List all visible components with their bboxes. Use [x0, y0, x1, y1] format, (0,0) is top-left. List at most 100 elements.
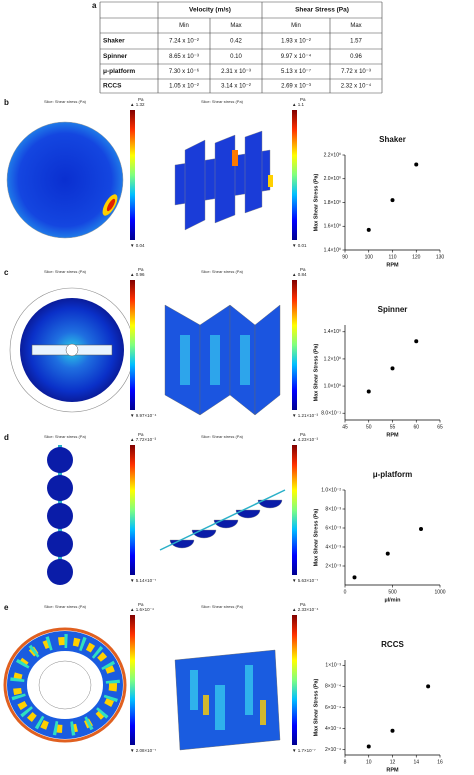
table-cell: 2.32 x 10⁻⁴ — [341, 83, 372, 90]
table-row-label: Spinner — [103, 53, 128, 60]
colorbar-min: ▼ 9.97×10⁻⁴ — [130, 413, 156, 418]
y-axis-label: Max Shear Stress (Pa) — [313, 343, 319, 401]
y-tick-label: 1.0×10⁰ — [324, 383, 341, 389]
x-tick-label: 0 — [344, 589, 347, 595]
y-tick-label: 8.0×10⁻¹ — [321, 411, 341, 417]
y-tick-label: 8×10⁻⁴ — [325, 684, 341, 690]
data-point — [366, 227, 371, 232]
data-point — [414, 339, 419, 344]
data-point — [385, 551, 390, 556]
table-cell: 0.42 — [230, 39, 242, 45]
slice-title: Slice: Shear stress (Pa) — [44, 269, 87, 274]
x-tick-label: 130 — [436, 254, 445, 260]
table-row-label: μ-platform — [103, 68, 135, 75]
y-tick-label: 8×10⁻³ — [325, 506, 341, 512]
colorbar-unit: Pa — [138, 267, 144, 272]
slice-title: Slice: Shear stress (Pa) — [201, 99, 244, 104]
panel-label: a — [92, 1, 97, 10]
slice-title: Slice: Shear stress (Pa) — [44, 434, 87, 439]
table-row-label: Shaker — [103, 38, 125, 45]
table-cell: 8.65 x 10⁻³ — [169, 54, 199, 60]
y-tick-label: 1×10⁻³ — [325, 663, 341, 669]
chart-title: Shaker — [379, 135, 406, 144]
y-tick-label: 1.4×10⁰ — [324, 247, 341, 253]
y-tick-label: 1.6×10⁰ — [324, 224, 341, 230]
colorbar-max: ▲ 0.84 — [292, 272, 307, 277]
y-tick-label: 1.8×10⁰ — [324, 200, 341, 206]
table-subheader: Max — [350, 23, 361, 29]
colorbar-unit: Pa — [300, 602, 306, 607]
x-axis-label: µl/min — [384, 597, 401, 603]
colorbar-max: ▲ 2.33×10⁻⁴ — [292, 607, 318, 612]
x-tick-label: 14 — [413, 759, 419, 765]
colorbar-min: ▼ 2.08×10⁻⁷ — [130, 748, 156, 753]
table-cell: 0.96 — [350, 54, 362, 60]
colorbar-min: ▼ 0.01 — [292, 243, 307, 248]
x-tick-label: 45 — [342, 424, 348, 430]
table-subheader: Min — [179, 23, 189, 29]
table-cell: 1.57 — [350, 39, 362, 45]
y-tick-label: 6×10⁻⁴ — [325, 705, 341, 711]
y-tick-label: 1.0×10⁻² — [321, 487, 341, 493]
chart-title: Spinner — [378, 305, 408, 314]
x-tick-label: 10 — [366, 759, 372, 765]
table-header: Velocity (m/s) — [189, 7, 231, 14]
x-tick-label: 55 — [390, 424, 396, 430]
x-tick-label: 65 — [437, 424, 443, 430]
colorbar-unit: Pa — [138, 432, 144, 437]
colorbar-unit: Pa — [138, 602, 144, 607]
table-header: Shear Stress (Pa) — [295, 7, 349, 14]
colorbar-max: ▲ 1.6×10⁻⁴ — [130, 607, 154, 612]
sim-images-d — [47, 445, 297, 585]
x-tick-label: 500 — [388, 589, 397, 595]
x-axis-label: RPM — [386, 262, 399, 268]
x-tick-label: 110 — [389, 254, 397, 260]
panel-label: b — [4, 98, 9, 107]
colorbar-unit: Pa — [138, 97, 144, 102]
y-tick-label: 4×10⁻⁴ — [325, 726, 341, 732]
data-point — [390, 366, 395, 371]
x-tick-label: 60 — [413, 424, 419, 430]
table-cell: 3.14 x 10⁻² — [221, 84, 251, 90]
sim-images-b — [6, 110, 297, 240]
sim-images-c — [9, 280, 297, 416]
x-axis-label: RPM — [386, 432, 399, 438]
y-tick-label: 4×10⁻³ — [325, 544, 341, 550]
x-tick-label: 12 — [390, 759, 396, 765]
colorbar-max: ▲ 1.32 — [130, 102, 145, 107]
colorbar-unit: Pa — [300, 97, 306, 102]
colorbar-min: ▼ 1.21×10⁻³ — [292, 413, 318, 418]
colorbar-max: ▲ 1.1 — [292, 102, 304, 107]
y-axis-label: Max Shear Stress (Pa) — [313, 173, 319, 231]
table-cell: 1.05 x 10⁻² — [169, 84, 199, 90]
table-cell: 7.30 x 10⁻⁶ — [169, 68, 200, 75]
colorbar-min: ▼ 0.04 — [130, 243, 145, 248]
x-tick-label: 120 — [412, 254, 421, 260]
sim-images-e — [3, 615, 297, 751]
colorbar-min: ▼ 1.7×10⁻⁷ — [292, 748, 316, 753]
x-tick-label: 16 — [437, 759, 443, 765]
y-axis-label: Max Shear Stress (Pa) — [313, 678, 319, 736]
colorbar-unit: Pa — [300, 267, 306, 272]
y-tick-label: 2×10⁻⁴ — [325, 747, 341, 753]
slice-title: Slice: Shear stress (Pa) — [201, 434, 244, 439]
y-tick-label: 1.4×10⁰ — [324, 329, 341, 335]
data-point — [414, 162, 419, 167]
y-tick-label: 2×10⁻³ — [325, 563, 341, 569]
data-point — [390, 198, 395, 203]
table-cell: 7.72 x 10⁻³ — [341, 69, 371, 75]
table-row-label: RCCS — [103, 83, 122, 90]
colorbar-min: ▼ 5.63×10⁻⁷ — [292, 578, 318, 583]
data-point — [390, 728, 395, 733]
x-tick-label: 8 — [344, 759, 347, 765]
table-cell: 7.24 x 10⁻² — [169, 39, 199, 45]
table-cell: 0.10 — [230, 54, 242, 60]
y-tick-label: 2.2×10⁰ — [324, 152, 341, 158]
y-tick-label: 1.2×10⁰ — [324, 356, 341, 362]
table-cell: 2.69 x 10⁻³ — [281, 84, 311, 90]
table-subheader: Max — [230, 23, 241, 29]
colorbar-min: ▼ 5.14×10⁻⁷ — [130, 578, 156, 583]
colorbar-unit: Pa — [300, 432, 306, 437]
slice-title: Slice: Shear stress (Pa) — [44, 99, 87, 104]
colorbar-max: ▲ 7.72×10⁻³ — [130, 437, 156, 442]
